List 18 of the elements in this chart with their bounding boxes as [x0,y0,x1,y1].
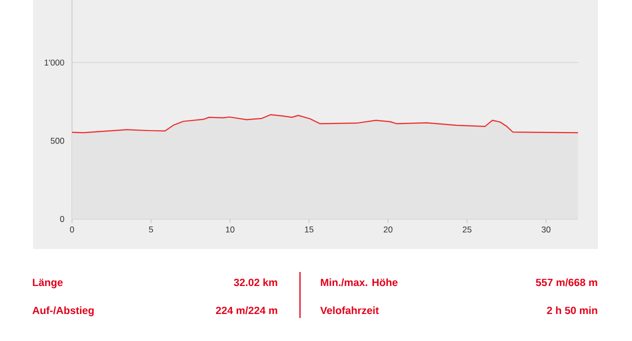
text: 557 m/668 m [536,278,598,286]
y-tick-label: 1'000 [44,60,64,66]
text: 2 h 50 min [547,306,598,314]
text: 32.02 km [234,278,278,286]
x-tick-label: 5 [149,226,154,232]
text: Min./max. Höhe [320,278,398,286]
x-tick-label: 0 [70,226,74,233]
x-tick-label: 10 [226,226,234,233]
x-tick-label: 20 [384,226,392,233]
text: Velofahrzeit [320,306,379,314]
text: 224 m/224 m [216,306,278,314]
text: Auf-/Abstieg [32,306,94,316]
x-tick-label: 25 [462,226,472,233]
x-tick-label: 30 [542,226,550,233]
x-tick-label: 15 [304,226,314,232]
y-tick-label: 500 [50,138,64,144]
y-tick-label: 0 [60,216,64,222]
text: Länge [32,278,63,288]
